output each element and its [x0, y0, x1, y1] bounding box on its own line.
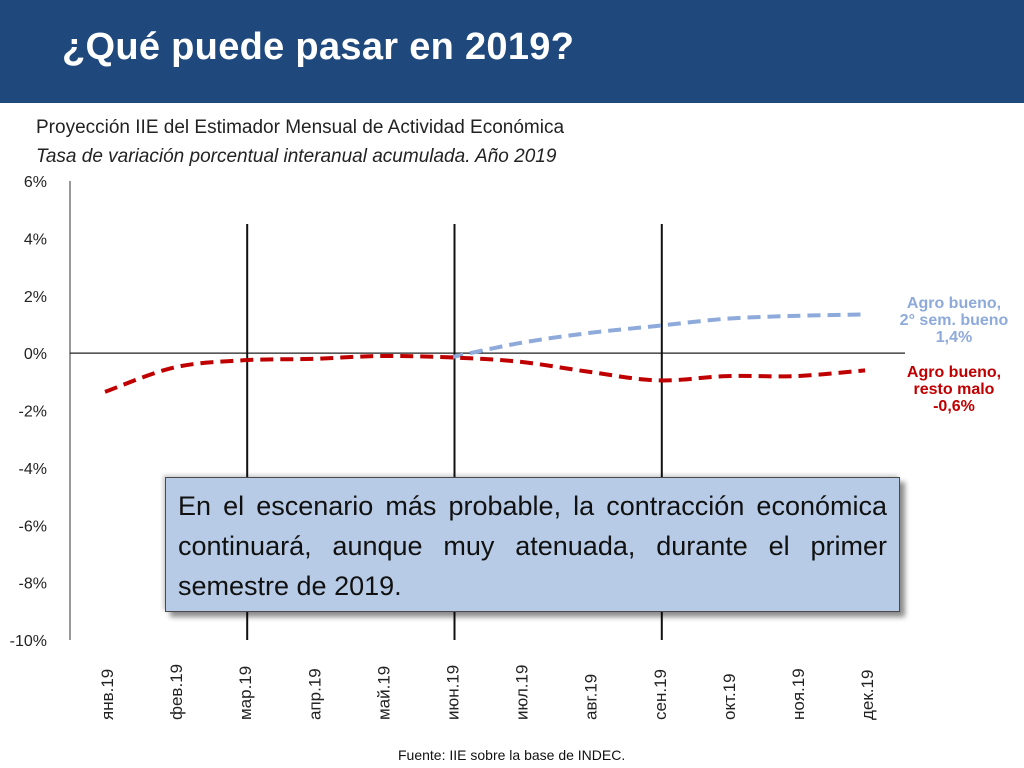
series-label-line: Agro bueno, [907, 295, 1001, 312]
x-tick-label: ноя.19 [789, 668, 808, 720]
chart-subtitle-line1: Proyección IIE del Estimador Mensual de … [36, 117, 565, 138]
callout-box: En el escenario más probable, la contrac… [165, 477, 900, 612]
chart-subtitle: Proyección IIE del Estimador Mensual de … [36, 113, 696, 171]
x-tick-label: янв.19 [98, 669, 117, 720]
series-label: Agro bueno, resto malo -0,6% [907, 364, 1001, 415]
y-tick-label: 0% [24, 346, 47, 363]
series-label-line: resto malo [914, 381, 995, 398]
y-tick-label: -2% [19, 404, 47, 421]
series-line [450, 312, 866, 360]
y-tick-label: -8% [19, 576, 47, 593]
y-tick-label: 6% [24, 174, 47, 191]
x-tick-label: июл.19 [513, 665, 532, 720]
chart-subtitle-line2: Tasa de variación porcentual interanual … [36, 146, 557, 167]
series-line [104, 353, 866, 394]
x-tick-label: сен.19 [651, 669, 670, 720]
series-label-line: 1,4% [936, 329, 972, 346]
y-tick-label: 4% [24, 231, 47, 248]
x-tick-label: авг.19 [582, 674, 601, 720]
x-tick-label: мар.19 [236, 666, 255, 720]
y-tick-label: 2% [24, 289, 47, 306]
x-tick-label: окт.19 [720, 673, 739, 720]
title-banner: ¿Qué puede pasar en 2019? [0, 0, 1024, 103]
y-tick-label: -6% [19, 518, 47, 535]
x-tick-label: июн.19 [444, 665, 463, 720]
series-label-line: Agro bueno, [907, 364, 1001, 381]
x-tick-label: дек.19 [858, 670, 877, 720]
series-label-line: 2° sem. bueno [900, 312, 1009, 329]
series-label: Agro bueno, 2° sem. bueno 1,4% [900, 295, 1009, 346]
page-title: ¿Qué puede pasar en 2019? [62, 26, 575, 68]
x-tick-label: апр.19 [305, 668, 324, 720]
x-tick-label: май.19 [374, 666, 393, 720]
callout-text: En el escenario más probable, la contrac… [178, 491, 887, 601]
x-tick-label: фев.19 [167, 664, 186, 720]
y-tick-label: -10% [10, 633, 47, 650]
y-tick-label: -4% [19, 461, 47, 478]
source-note: Fuente: IIE sobre la base de INDEC. [398, 747, 626, 763]
series-label-line: -0,6% [933, 398, 975, 415]
